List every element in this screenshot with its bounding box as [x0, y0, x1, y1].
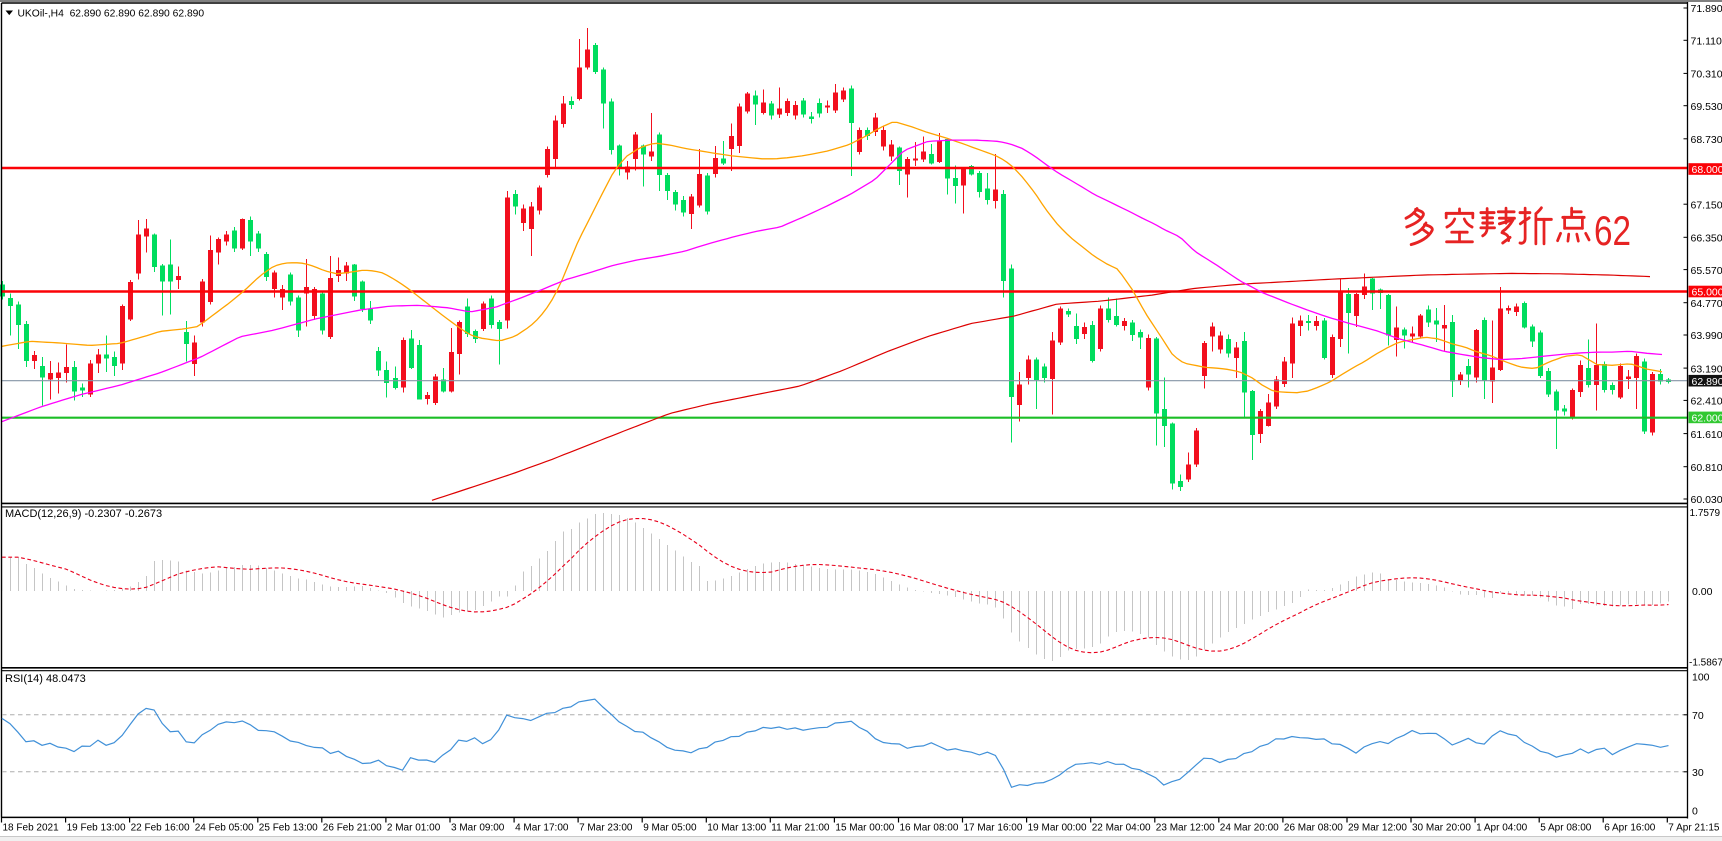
svg-text:68.000: 68.000 — [1692, 164, 1722, 176]
svg-text:61.610: 61.610 — [1691, 429, 1722, 441]
svg-text:62: 62 — [1594, 207, 1631, 254]
svg-text:7 Apr 21:15: 7 Apr 21:15 — [1668, 823, 1720, 834]
svg-text:10 Mar 13:00: 10 Mar 13:00 — [707, 823, 766, 834]
svg-text:65.000: 65.000 — [1692, 287, 1722, 299]
svg-text:70: 70 — [1692, 710, 1704, 722]
svg-text:1 Apr 04:00: 1 Apr 04:00 — [1476, 823, 1528, 834]
svg-text:5 Apr 08:00: 5 Apr 08:00 — [1540, 823, 1592, 834]
svg-text:30 Mar 20:00: 30 Mar 20:00 — [1412, 823, 1471, 834]
svg-text:17 Mar 16:00: 17 Mar 16:00 — [964, 823, 1023, 834]
svg-text:MACD(12,26,9) -0.2307 -0.2673: MACD(12,26,9) -0.2307 -0.2673 — [5, 508, 162, 520]
svg-text:7 Mar 23:00: 7 Mar 23:00 — [579, 823, 633, 834]
svg-text:19 Mar 00:00: 19 Mar 00:00 — [1028, 823, 1087, 834]
svg-text:25 Feb 13:00: 25 Feb 13:00 — [259, 823, 318, 834]
svg-text:67.150: 67.150 — [1691, 199, 1722, 211]
svg-text:71.110: 71.110 — [1691, 36, 1722, 48]
svg-text:65.570: 65.570 — [1691, 265, 1722, 277]
svg-text:62.000: 62.000 — [1692, 413, 1722, 425]
svg-text:100: 100 — [1692, 672, 1710, 684]
svg-text:68.730: 68.730 — [1691, 134, 1722, 146]
svg-text:66.350: 66.350 — [1691, 233, 1722, 245]
svg-text:11 Mar 21:00: 11 Mar 21:00 — [771, 823, 830, 834]
svg-text:RSI(14) 48.0473: RSI(14) 48.0473 — [5, 673, 86, 685]
svg-text:UKOil-,H4 62.890 62.890 62.89: UKOil-,H4 62.890 62.890 62.890 62.890 — [18, 9, 205, 20]
svg-text:4 Mar 17:00: 4 Mar 17:00 — [515, 823, 569, 834]
svg-text:0.00: 0.00 — [1692, 586, 1713, 598]
svg-text:3 Mar 09:00: 3 Mar 09:00 — [451, 823, 505, 834]
svg-text:19 Feb 13:00: 19 Feb 13:00 — [67, 823, 126, 834]
svg-text:9 Mar 05:00: 9 Mar 05:00 — [643, 823, 697, 834]
svg-text:62.890: 62.890 — [1692, 376, 1722, 388]
svg-text:26 Mar 08:00: 26 Mar 08:00 — [1284, 823, 1343, 834]
svg-text:0: 0 — [1692, 806, 1698, 818]
svg-text:63.190: 63.190 — [1691, 363, 1722, 375]
svg-text:1.7579: 1.7579 — [1690, 508, 1721, 519]
svg-text:62.410: 62.410 — [1691, 396, 1722, 408]
svg-text:63.990: 63.990 — [1691, 330, 1722, 342]
svg-text:2 Mar 01:00: 2 Mar 01:00 — [387, 823, 441, 834]
svg-text:15 Mar 00:00: 15 Mar 00:00 — [835, 823, 894, 834]
svg-text:69.530: 69.530 — [1691, 101, 1722, 113]
svg-text:24 Feb 05:00: 24 Feb 05:00 — [195, 823, 254, 834]
svg-text:22 Feb 16:00: 22 Feb 16:00 — [131, 823, 190, 834]
svg-text:16 Mar 08:00: 16 Mar 08:00 — [900, 823, 959, 834]
svg-text:60.810: 60.810 — [1691, 462, 1722, 474]
svg-text:24 Mar 20:00: 24 Mar 20:00 — [1220, 823, 1279, 834]
svg-text:70.310: 70.310 — [1691, 69, 1722, 81]
svg-text:30: 30 — [1692, 767, 1704, 779]
svg-text:64.770: 64.770 — [1691, 298, 1722, 310]
svg-text:29 Mar 12:00: 29 Mar 12:00 — [1348, 823, 1407, 834]
svg-text:18 Feb 2021: 18 Feb 2021 — [3, 823, 60, 834]
svg-text:6 Apr 16:00: 6 Apr 16:00 — [1604, 823, 1656, 834]
svg-text:22 Mar 04:00: 22 Mar 04:00 — [1092, 823, 1151, 834]
svg-text:-1.5867: -1.5867 — [1689, 657, 1722, 668]
svg-text:71.890: 71.890 — [1691, 3, 1722, 15]
svg-text:26 Feb 21:00: 26 Feb 21:00 — [323, 823, 382, 834]
svg-text:23 Mar 12:00: 23 Mar 12:00 — [1156, 823, 1215, 834]
svg-text:60.030: 60.030 — [1691, 494, 1722, 506]
